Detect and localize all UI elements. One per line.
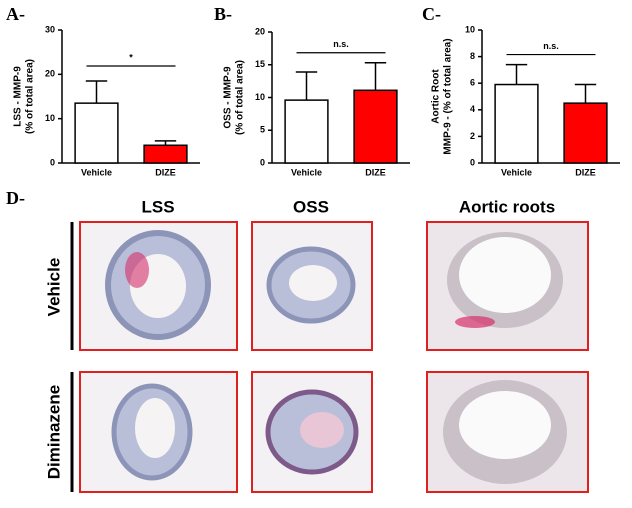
lumen (135, 398, 175, 458)
y-axis-label: OSS - MMP-9 (223, 66, 234, 129)
x-tick-label: Vehicle (81, 167, 112, 177)
y-tick-label: 0 (470, 157, 475, 167)
bar (143, 144, 188, 164)
bar (563, 102, 608, 164)
bar (353, 89, 398, 164)
panel-label: B- (214, 4, 232, 24)
y-tick-label: 6 (470, 78, 475, 88)
lumen (459, 391, 551, 459)
panel-label: A- (6, 4, 25, 24)
column-header: Aortic roots (459, 197, 555, 216)
bar (284, 99, 329, 164)
y-axis-label: LSS - MMP-9 (13, 66, 24, 127)
y-tick-label: 20 (45, 69, 55, 79)
panel-label: D- (6, 188, 25, 208)
y-axis-label: MMP-9 - (% of total area) (443, 38, 454, 154)
bar (74, 102, 119, 164)
y-axis-label: (% of total area) (25, 59, 36, 134)
y-tick-label: 0 (260, 157, 265, 167)
lumen (289, 265, 337, 301)
bar (494, 83, 539, 164)
significance-label: * (129, 52, 133, 62)
stain (125, 252, 149, 288)
y-tick-label: 10 (255, 92, 265, 102)
y-tick-label: 2 (470, 131, 475, 141)
micrographs (70, 221, 589, 493)
column-header: LSS (141, 197, 174, 216)
y-tick-label: 5 (260, 125, 265, 135)
lumen (300, 412, 344, 448)
significance-label: n.s. (543, 41, 559, 51)
y-tick-label: 8 (470, 51, 475, 61)
y-axis-label: (% of total area) (235, 60, 246, 135)
y-tick-label: 0 (50, 157, 55, 167)
y-axis-label: Aortic Root (431, 69, 442, 124)
y-tick-label: 15 (255, 59, 265, 69)
y-tick-label: 4 (470, 104, 475, 114)
y-tick-label: 10 (45, 113, 55, 123)
lumen (459, 237, 551, 313)
row-header: Diminazene (44, 385, 63, 479)
stain (455, 316, 495, 328)
y-tick-label: 20 (255, 26, 265, 36)
y-tick-label: 10 (465, 24, 475, 34)
significance-label: n.s. (333, 39, 349, 49)
x-tick-label: DIZE (575, 167, 596, 177)
x-tick-label: Vehicle (501, 167, 532, 177)
x-tick-label: Vehicle (291, 167, 322, 177)
column-header: OSS (293, 197, 329, 216)
x-tick-label: DIZE (365, 167, 386, 177)
panel-label: C- (422, 4, 441, 24)
y-tick-label: 30 (45, 24, 55, 34)
row-header: Vehicle (44, 258, 63, 317)
x-tick-label: DIZE (155, 167, 176, 177)
